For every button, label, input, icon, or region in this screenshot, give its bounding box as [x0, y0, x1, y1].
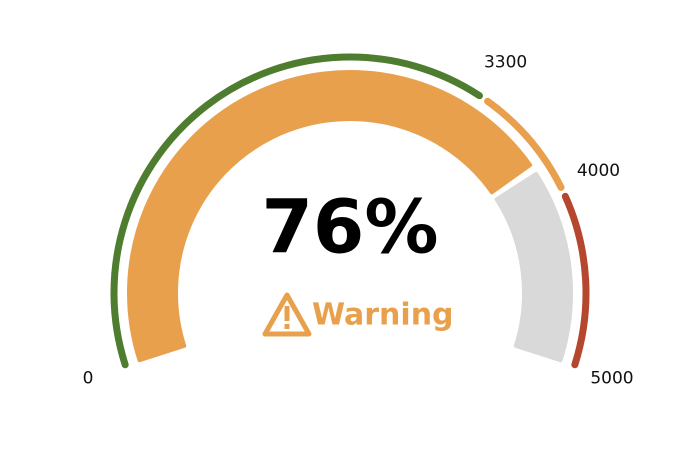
value-arc — [127, 70, 533, 363]
warning-icon-dot — [284, 324, 290, 329]
threshold-band — [561, 192, 590, 369]
value-label: 76% — [261, 185, 438, 271]
threshold-band — [110, 53, 483, 369]
warning-icon-bar — [284, 306, 290, 321]
gauge-track — [494, 171, 573, 363]
threshold-band — [484, 97, 565, 191]
tick-label: 3300 — [484, 52, 527, 72]
tick-label: 0 — [83, 369, 94, 389]
warning-icon — [262, 292, 312, 337]
status-label: Warning — [312, 298, 454, 333]
tick-label: 5000 — [590, 369, 633, 389]
tick-label: 4000 — [577, 161, 620, 181]
